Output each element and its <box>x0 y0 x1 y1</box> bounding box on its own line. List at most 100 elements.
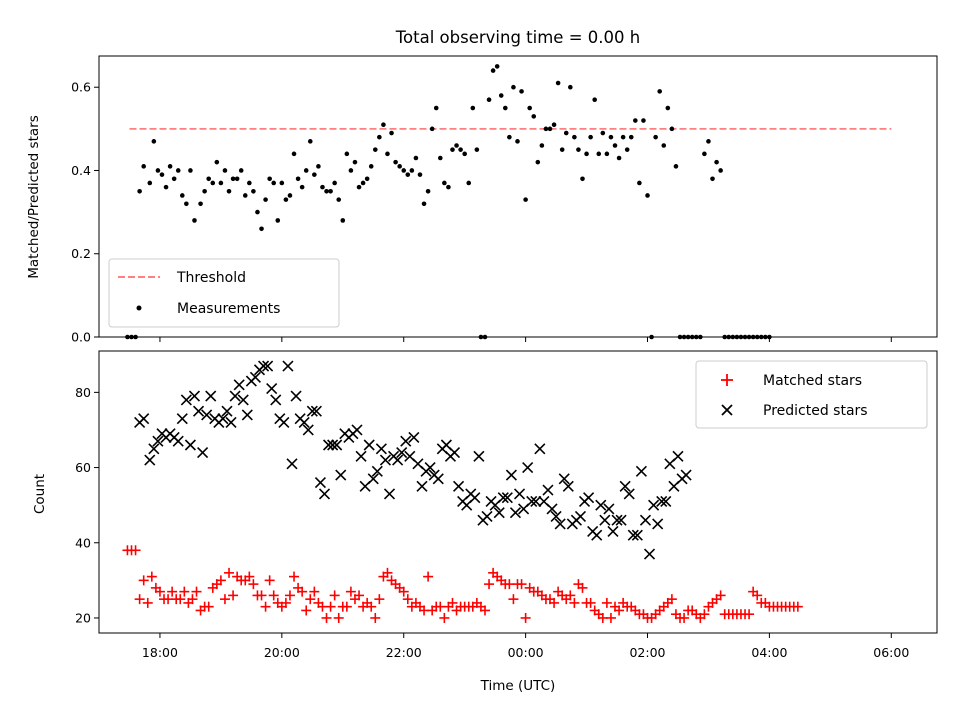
measurement-point <box>393 159 398 165</box>
predicted-star-point <box>188 390 201 402</box>
predicted-star-point <box>574 510 587 523</box>
measurement-point <box>247 180 252 186</box>
predicted-star-point <box>639 514 652 526</box>
predicted-star-stroke-b <box>205 390 217 402</box>
predicted-star-stroke-b <box>266 383 278 395</box>
measurement-point <box>523 197 528 202</box>
matched-star-point <box>605 612 616 623</box>
predicted-star-stroke-b <box>270 394 282 406</box>
measurement-point <box>494 64 500 69</box>
predicted-star-point <box>591 529 603 541</box>
predicted-star-stroke-b <box>233 379 245 391</box>
predicted-star-point <box>266 383 278 395</box>
matched-star-point <box>345 586 356 597</box>
measurement-point <box>580 176 585 182</box>
predicted-star-point <box>672 450 684 462</box>
predicted-legend-marker <box>721 404 733 416</box>
top-legend-box <box>108 258 340 328</box>
matched-star-point <box>325 601 336 612</box>
matched-star-point <box>614 605 625 616</box>
predicted-star-point <box>554 518 566 530</box>
predicted-star-stroke-b <box>400 435 412 447</box>
predicted-star-point <box>396 446 408 459</box>
predicted-star-point <box>400 435 412 447</box>
measurement-point <box>568 84 573 90</box>
matched-legend-marker <box>721 374 733 386</box>
threshold-legend-label: Threshold <box>176 270 246 286</box>
measurement-point <box>295 176 301 182</box>
predicted-star-point <box>363 439 375 451</box>
matched-star-point <box>297 586 308 597</box>
predicted-star-point <box>138 413 150 425</box>
measurement-point <box>230 176 236 182</box>
predicted-star-stroke-b <box>639 514 652 526</box>
predicted-star-point <box>331 439 343 451</box>
predicted-star-point <box>522 461 534 474</box>
top-y-tick-label: 0.4 <box>71 163 91 178</box>
measurement-point <box>498 93 504 98</box>
predicted-star-point <box>493 507 505 519</box>
measurement-point <box>527 105 532 111</box>
predicted-star-point <box>371 465 383 477</box>
matched-star-point <box>309 586 320 597</box>
predicted-star-point <box>615 514 627 526</box>
predicted-star-point <box>237 394 249 406</box>
predicted-star-point <box>631 529 643 541</box>
predicted-star-point <box>583 492 595 504</box>
count-points-layer <box>122 360 803 623</box>
measurement-point <box>192 218 197 223</box>
top-axes-frame <box>98 55 938 338</box>
matched-star-point <box>329 590 340 601</box>
predicted-star-stroke-b <box>660 495 672 507</box>
measurement-point <box>531 114 537 119</box>
matched-star-point <box>382 567 393 578</box>
measurement-point <box>507 134 512 140</box>
predicted-star-point <box>249 371 261 383</box>
matched-star-point <box>569 597 580 608</box>
predicted-star-stroke-b <box>595 499 607 511</box>
measurement-point <box>271 180 277 186</box>
matched-star-point <box>134 594 145 605</box>
predicted-star-point <box>310 405 322 417</box>
measurement-point <box>563 130 569 136</box>
predicted-star-point <box>327 439 339 451</box>
measurement-point <box>340 218 346 223</box>
measurement-point <box>214 159 220 165</box>
matched-star-point <box>577 582 588 593</box>
matched-star-point <box>264 575 275 586</box>
predicted-star-stroke-b <box>448 446 461 459</box>
matched-star-point <box>244 571 255 582</box>
matched-star-point <box>479 605 490 616</box>
measurement-point <box>397 164 402 169</box>
measurement-point <box>653 134 658 140</box>
predicted-star-stroke-b <box>558 473 570 485</box>
measurement-point <box>291 151 297 157</box>
predicted-star-stroke-b <box>351 424 363 436</box>
measurement-point <box>519 89 524 94</box>
predicted-star-stroke-b <box>172 435 184 447</box>
predicted-star-stroke-b <box>144 454 156 466</box>
predicted-star-stroke-b <box>672 450 684 462</box>
matched-star-point <box>366 601 377 612</box>
predicted-star-point <box>643 548 656 560</box>
measurement-point <box>320 184 325 190</box>
matched-star-point <box>260 601 271 612</box>
x-tick-label: 00:00 <box>508 645 544 660</box>
measurement-point <box>303 168 309 173</box>
predicted-star-stroke-b <box>188 390 201 402</box>
matched-star-point <box>167 586 178 597</box>
predicted-star-stroke-b <box>635 465 647 477</box>
predicted-star-point <box>286 458 298 470</box>
measurement-point <box>641 118 646 123</box>
predicted-star-stroke-b <box>217 413 229 425</box>
matched-star-point <box>354 590 365 601</box>
matched-star-point <box>187 594 198 605</box>
measurement-point <box>312 172 317 177</box>
measurement-point <box>368 164 374 169</box>
predicted-star-point <box>562 480 574 492</box>
measurement-point <box>184 201 189 207</box>
measurement-point <box>474 147 480 152</box>
predicted-star-stroke-b <box>225 416 237 429</box>
